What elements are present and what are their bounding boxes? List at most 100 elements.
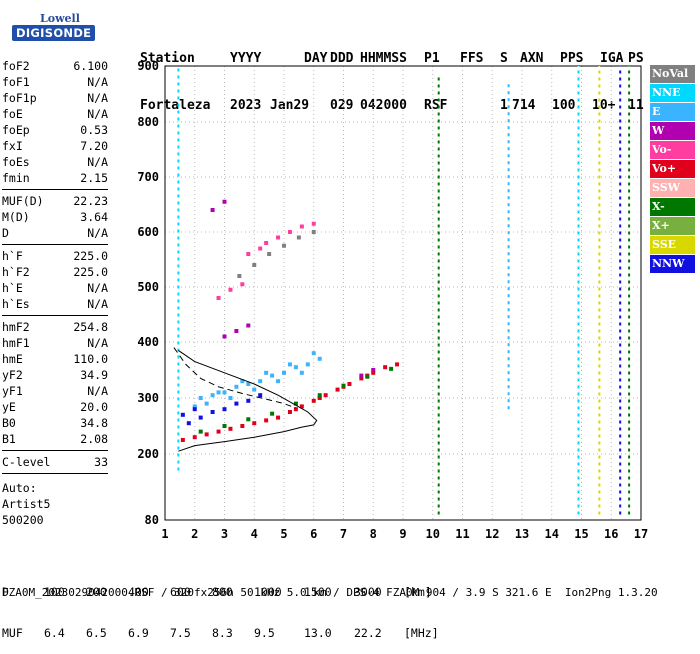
x-tick-label: 11 bbox=[455, 527, 469, 541]
echo-point bbox=[228, 287, 233, 292]
echo-point bbox=[216, 390, 221, 395]
param-value: N/A bbox=[87, 107, 108, 121]
echo-point bbox=[264, 241, 269, 245]
param-row: h`E N/A bbox=[2, 280, 108, 296]
param-value: 3.64 bbox=[80, 210, 108, 224]
echo-point bbox=[252, 387, 257, 392]
param-name: foEp bbox=[2, 123, 30, 137]
param-name: h`E bbox=[2, 281, 23, 295]
distance-cell: [km] bbox=[404, 585, 432, 599]
echo-point bbox=[267, 252, 272, 256]
legend-item-vo-: Vo+ bbox=[650, 160, 695, 178]
param-value: 254.8 bbox=[73, 320, 108, 334]
param-group-virtual-heights: h`F 225.0 h`F2 225.0 h`E N/A h`Es N/A bbox=[2, 248, 108, 312]
echo-point bbox=[287, 230, 292, 234]
header-label: PS bbox=[628, 51, 644, 66]
echo-point bbox=[210, 410, 215, 414]
param-value: 6.100 bbox=[73, 59, 108, 73]
station-header: Station YYYY DAY DDD HHMMSS P1 FFS S AXN PPS IGA PS… bbox=[140, 20, 644, 129]
param-group-critical-freqs: foF2 6.100 foF1 N/A foF1p N/A foE N/A foEp 0.53 fx… bbox=[2, 58, 108, 186]
echo-point bbox=[293, 407, 298, 412]
echo-point bbox=[240, 424, 245, 428]
param-name: foF1p bbox=[2, 91, 37, 105]
x-tick-label: 4 bbox=[251, 527, 258, 541]
echo-point bbox=[234, 384, 239, 389]
echo-point bbox=[192, 435, 197, 440]
param-name: hmF1 bbox=[2, 336, 30, 350]
auto-line: Artist5 bbox=[2, 497, 51, 511]
echo-point bbox=[192, 404, 197, 409]
distance-cell: D bbox=[2, 585, 9, 599]
echo-point bbox=[311, 221, 316, 226]
echo-point bbox=[276, 379, 281, 384]
x-tick-label: 2 bbox=[191, 527, 198, 541]
muf-cell: 8.3 bbox=[212, 626, 233, 640]
param-value: 0.53 bbox=[80, 123, 108, 137]
param-name: foEs bbox=[2, 155, 30, 169]
echo-point bbox=[371, 370, 376, 375]
legend-item-nne: NNE bbox=[650, 84, 695, 102]
echo-point bbox=[198, 429, 203, 434]
param-row: hmE 110.0 bbox=[2, 351, 108, 367]
param-row: yF1 N/A bbox=[2, 383, 108, 399]
echo-point bbox=[222, 407, 227, 412]
param-value: 34.8 bbox=[80, 416, 108, 430]
param-value: 225.0 bbox=[73, 265, 108, 279]
separator bbox=[2, 315, 108, 316]
param-name: B1 bbox=[2, 432, 16, 446]
echo-point bbox=[246, 398, 251, 403]
y-tick-label: 900 bbox=[137, 59, 159, 73]
echo-point bbox=[210, 208, 215, 212]
echo-point bbox=[383, 365, 388, 370]
legend-item-ssw: SSW bbox=[650, 179, 695, 197]
y-tick-label: 500 bbox=[137, 280, 159, 294]
param-value: 225.0 bbox=[73, 249, 108, 263]
echo-point bbox=[264, 370, 269, 375]
x-tick-label: 12 bbox=[485, 527, 499, 541]
x-tick-label: 16 bbox=[604, 527, 618, 541]
profile-curve bbox=[178, 349, 318, 452]
muf-cell: 22.2 bbox=[354, 626, 382, 640]
param-row: yF2 34.9 bbox=[2, 367, 108, 383]
muf-cell: [MHz] bbox=[404, 626, 439, 640]
echo-point bbox=[299, 224, 304, 229]
echo-point bbox=[258, 246, 263, 251]
echo-point bbox=[359, 376, 364, 381]
logo-line-1: Lowell bbox=[40, 12, 80, 25]
echo-point bbox=[276, 235, 281, 240]
x-tick-label: 1 bbox=[161, 527, 168, 541]
legend-item-w: W bbox=[650, 122, 695, 140]
x-tick-label: 7 bbox=[340, 527, 347, 541]
param-row: foEp 0.53 bbox=[2, 122, 108, 138]
echo-point bbox=[276, 415, 281, 420]
param-row: h`F 225.0 bbox=[2, 248, 108, 264]
echo-point bbox=[252, 421, 257, 426]
x-tick-label: 14 bbox=[545, 527, 559, 541]
param-row: M(D) 3.64 bbox=[2, 209, 108, 225]
separator bbox=[2, 450, 108, 451]
param-row: foEs N/A bbox=[2, 154, 108, 170]
param-name: fxI bbox=[2, 139, 23, 153]
echo-point bbox=[186, 421, 191, 426]
legend-item-x-: X+ bbox=[650, 217, 695, 235]
profile-curve-dashed bbox=[173, 347, 297, 409]
y-tick-label: 300 bbox=[137, 391, 159, 405]
header-label: PPS bbox=[560, 51, 584, 66]
echo-point bbox=[335, 387, 340, 392]
separator bbox=[2, 244, 108, 245]
echo-point bbox=[311, 230, 316, 234]
muf-cell: 6.9 bbox=[128, 626, 149, 640]
echo-point bbox=[305, 362, 310, 367]
echo-point bbox=[198, 415, 203, 420]
x-tick-label: 3 bbox=[221, 527, 228, 541]
header-value: 10+ bbox=[592, 98, 616, 113]
legend-item-x-: X- bbox=[650, 198, 695, 216]
echo-point bbox=[192, 407, 197, 412]
param-name: foF1 bbox=[2, 75, 30, 89]
echo-point bbox=[204, 432, 209, 437]
header-label: YYYY bbox=[230, 51, 262, 66]
echo-point bbox=[287, 410, 292, 414]
file-info-line: FZA0M_2023029042000.RSF / 320fx256h 50 k… bbox=[2, 586, 658, 599]
echo-point bbox=[395, 362, 400, 367]
echo-point bbox=[252, 263, 257, 267]
